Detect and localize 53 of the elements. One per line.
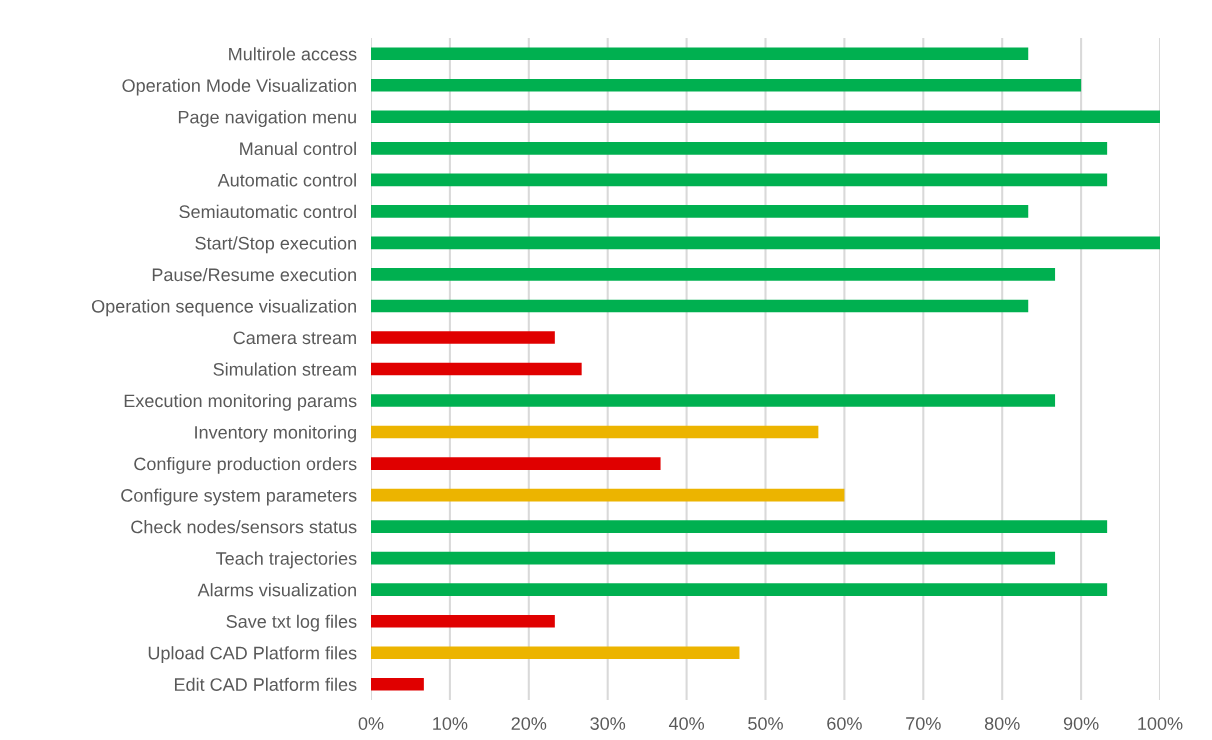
- bar: [371, 78, 1082, 92]
- bar: [371, 331, 555, 344]
- bar: [371, 142, 1108, 155]
- bar: [371, 236, 1160, 250]
- y-tick-label: Simulation stream: [213, 362, 356, 376]
- bar: [371, 646, 740, 660]
- x-tick-label: 70%: [906, 717, 941, 730]
- y-tick-label: Semiautomatic control: [179, 204, 356, 219]
- y-tick-label: Alarms visualization: [197, 583, 356, 597]
- y-tick-label: Camera stream: [233, 331, 356, 345]
- y-tick-label: Save txt log files: [226, 614, 357, 632]
- y-tick-label: Start/Stop execution: [195, 236, 356, 254]
- x-tick-label: 60%: [827, 717, 862, 730]
- y-tick-label: Automatic control: [217, 173, 356, 187]
- bar: [371, 362, 582, 376]
- x-tick-label: 80%: [984, 717, 1020, 730]
- bar: [371, 47, 1029, 61]
- bar: [371, 488, 845, 502]
- x-tick-label: 50%: [748, 717, 783, 730]
- y-tick-label: Check nodes/sensors status: [131, 520, 357, 534]
- x-tick-label: 30%: [590, 717, 626, 730]
- y-tick-label: Pause/Resume execution: [152, 267, 356, 282]
- bar: [371, 520, 1108, 533]
- x-tick-label: 0%: [358, 717, 384, 730]
- y-tick-label: Teach trajectories: [216, 551, 357, 569]
- y-tick-label: Operation Mode Visualization: [122, 78, 356, 96]
- y-tick-label: Edit CAD Platform files: [174, 677, 357, 691]
- x-tick-label: 90%: [1063, 717, 1099, 730]
- bar: [371, 425, 819, 439]
- bar: [371, 583, 1108, 596]
- y-tick-label: Configure system parameters: [121, 488, 357, 506]
- x-tick-label: 100%: [1138, 717, 1183, 730]
- bar: [371, 551, 1056, 565]
- x-tick-label: 40%: [668, 717, 705, 730]
- y-tick-label: Manual control: [240, 141, 356, 156]
- bar: [371, 205, 1029, 218]
- y-tick-label: Page navigation menu: [178, 110, 356, 128]
- bar: [371, 110, 1160, 124]
- bar: [371, 457, 661, 470]
- y-tick-label: Configure production orders: [134, 457, 357, 474]
- bar: [371, 268, 1056, 281]
- y-tick-label: Inventory monitoring: [195, 425, 356, 443]
- bar: [371, 394, 1056, 407]
- y-tick-label: Upload CAD Platform files: [148, 646, 357, 663]
- x-tick-label: 20%: [511, 717, 547, 730]
- y-tick-label: Multirole access: [229, 47, 357, 61]
- bar: [371, 677, 424, 691]
- bar: [371, 173, 1108, 187]
- y-tick-label: Operation sequence visualization: [92, 299, 356, 317]
- bar: [371, 614, 555, 628]
- y-tick-label: Execution monitoring params: [124, 393, 357, 411]
- bar: [371, 299, 1029, 313]
- x-tick-label: 10%: [433, 717, 468, 730]
